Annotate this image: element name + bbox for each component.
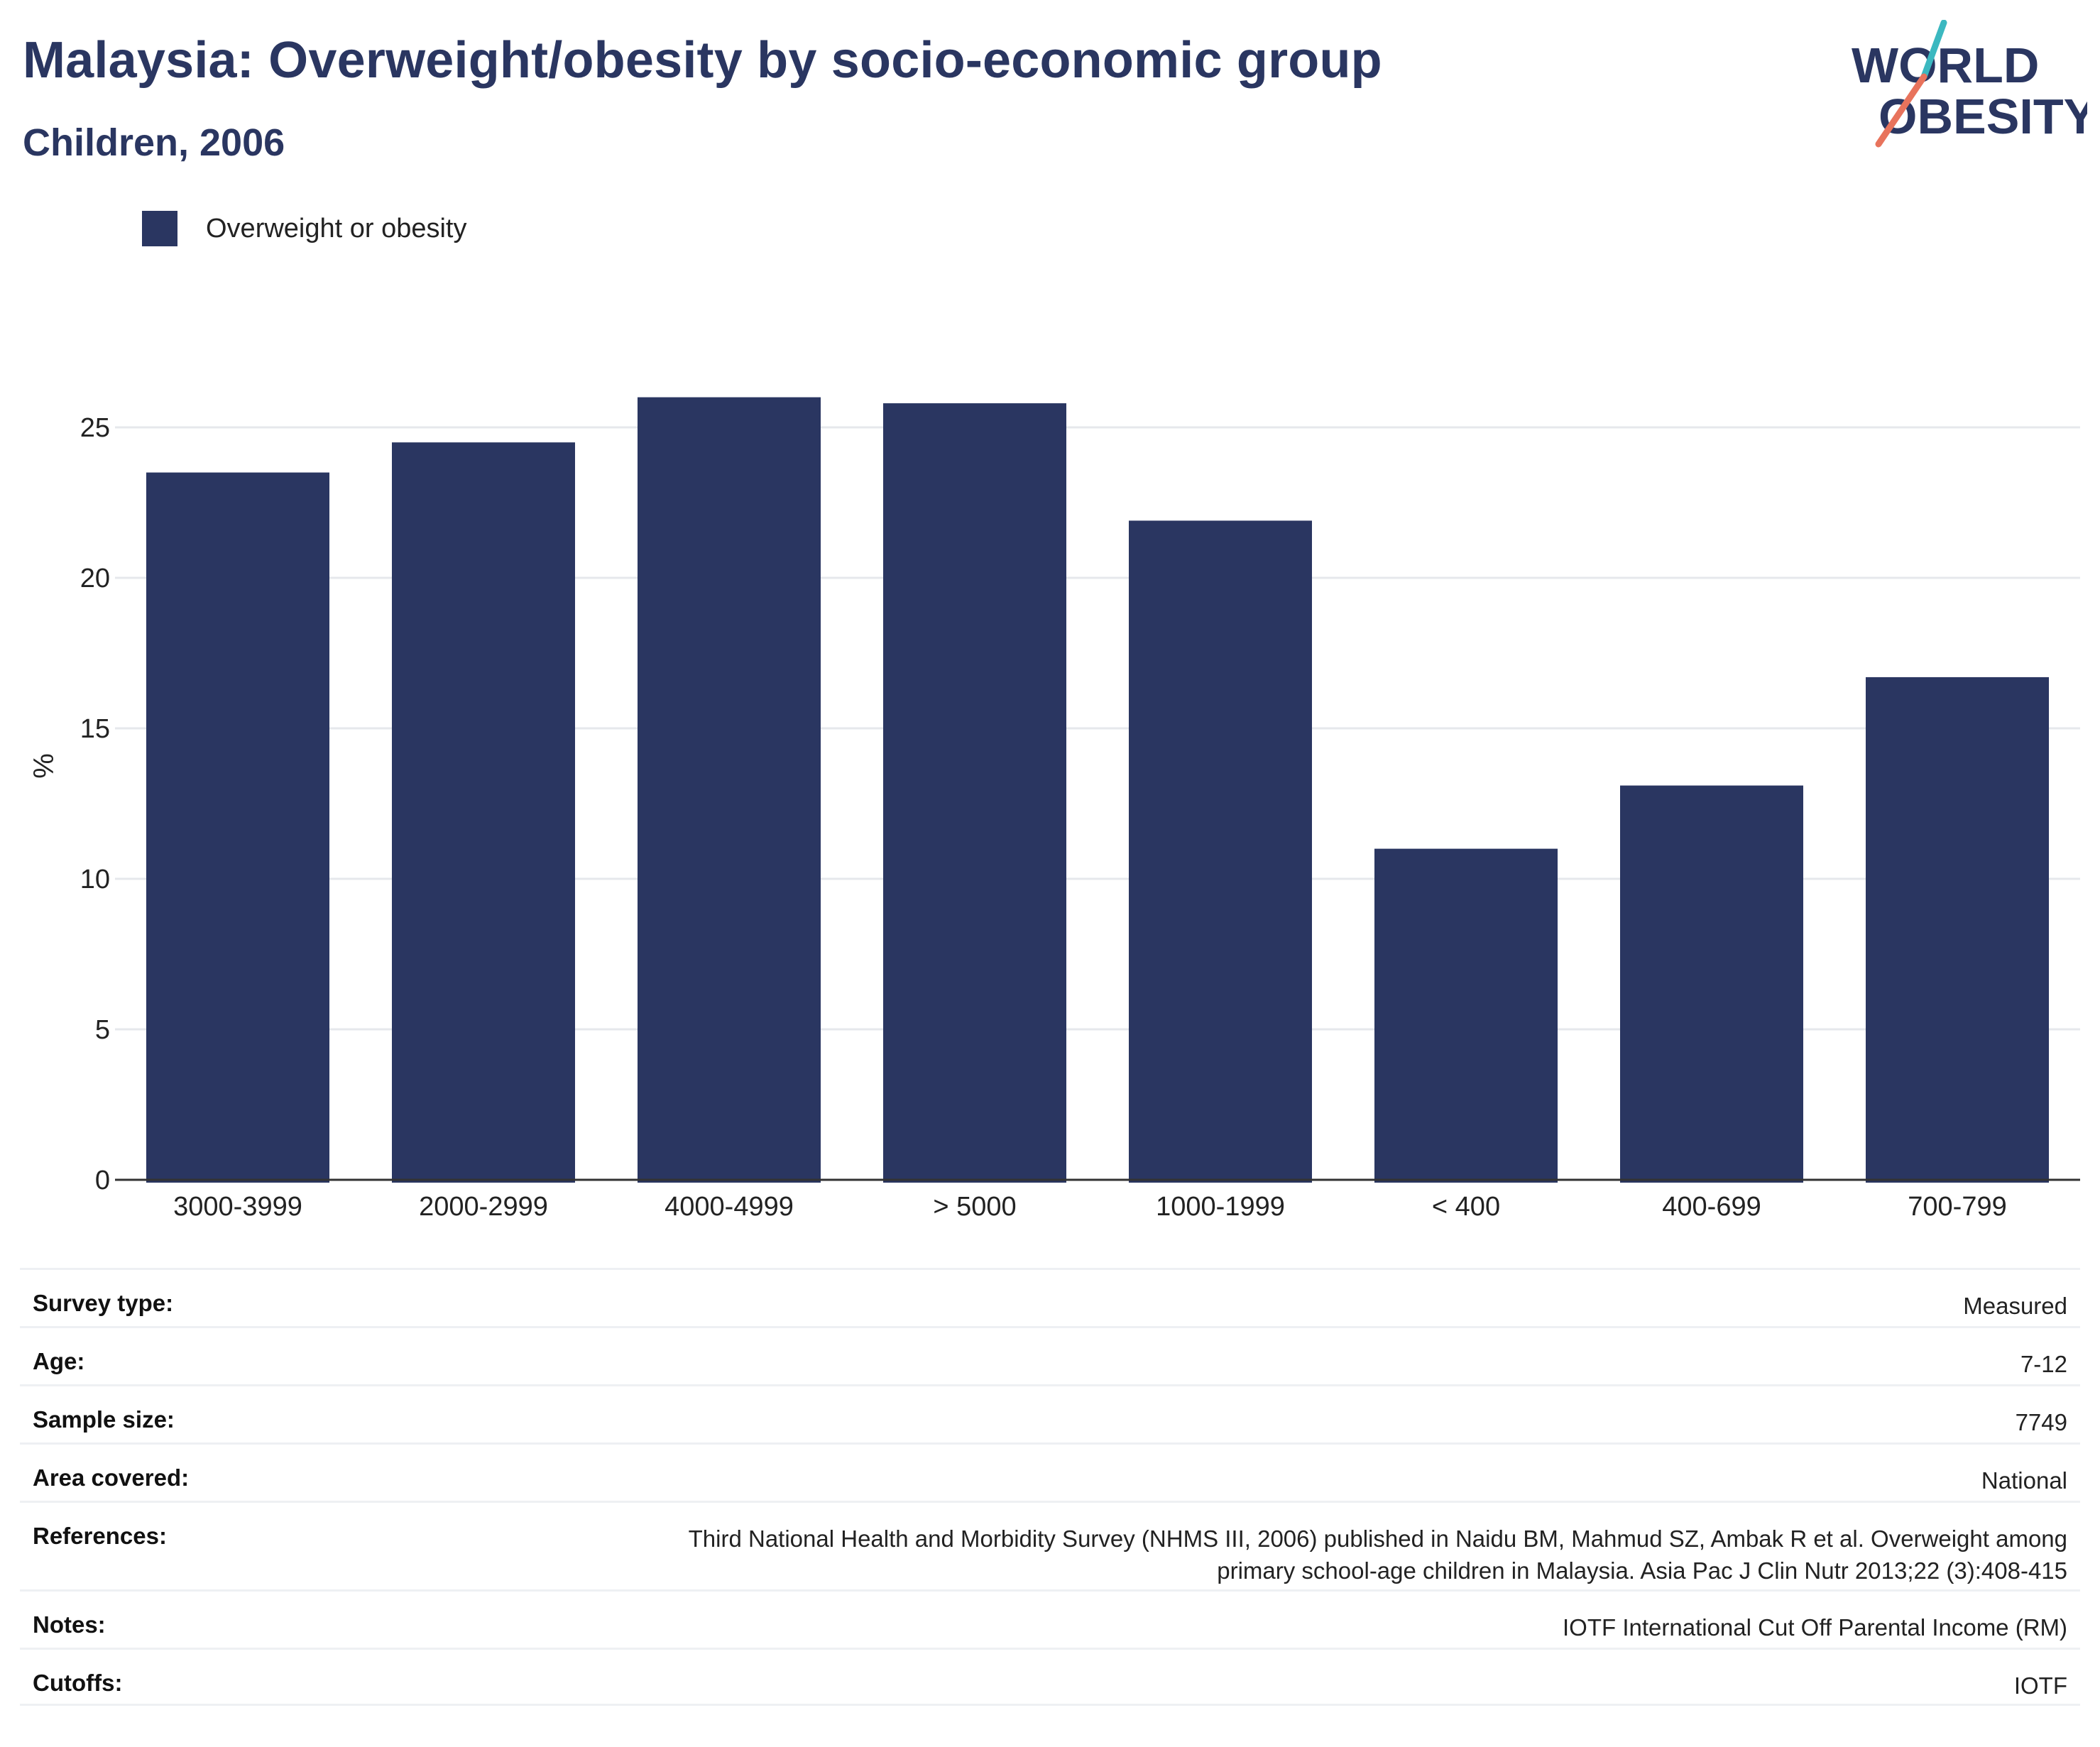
y-axis-title: %	[28, 753, 60, 779]
legend[interactable]: Overweight or obesity	[142, 211, 467, 246]
logo-slash-coral	[1875, 73, 1927, 148]
bar	[1620, 785, 1803, 1183]
bar	[146, 472, 329, 1183]
bar	[883, 403, 1066, 1183]
y-tick-label: 5	[95, 1015, 110, 1045]
info-label: Area covered:	[33, 1464, 190, 1491]
x-tick-label: 400-699	[1662, 1192, 1761, 1222]
world-obesity-logo: WORLD OBESITY	[1852, 20, 2087, 148]
info-label: Notes:	[33, 1611, 106, 1638]
info-row: Area covered: National	[20, 1442, 2080, 1501]
logo-slash-teal	[1920, 20, 1947, 80]
bar-chart: 0 5 10 15 20 25% 3000-3999 2000-2999 4000-4999 > …	[28, 397, 2080, 1222]
chart-subtitle: Children, 2006	[23, 121, 285, 164]
logo-text-world: WORLD	[1852, 38, 2039, 93]
legend-swatch	[142, 211, 177, 246]
y-tick-label: 0	[95, 1166, 110, 1195]
info-label: Age:	[33, 1348, 85, 1374]
chart-title: Malaysia: Overweight/obesity by socio-ec…	[23, 32, 1382, 89]
info-row: Survey type: Measured	[20, 1268, 2080, 1326]
info-value: 7-12	[2020, 1351, 2067, 1377]
info-value: Measured	[1963, 1293, 2067, 1319]
x-tick-label: < 400	[1432, 1192, 1500, 1222]
bar	[1374, 848, 1558, 1183]
bar	[1866, 677, 2049, 1183]
x-tick-label: 1000-1999	[1156, 1192, 1285, 1222]
y-tick-label: 15	[80, 714, 110, 744]
info-label: References:	[33, 1523, 167, 1549]
info-value: 7749	[2015, 1409, 2067, 1435]
bar	[392, 442, 575, 1183]
legend-label: Overweight or obesity	[206, 213, 467, 243]
info-row: Cutoffs: IOTF	[20, 1648, 2080, 1706]
info-label: Survey type:	[33, 1290, 174, 1316]
bar	[1129, 520, 1312, 1183]
x-tick-label: 2000-2999	[419, 1192, 548, 1222]
y-tick-label: 20	[80, 564, 110, 593]
info-label: Sample size:	[33, 1406, 175, 1433]
x-tick-label: 700-799	[1908, 1192, 2006, 1222]
info-row: Age: 7-12	[20, 1326, 2080, 1384]
info-row: References: Third National Health and Mor…	[20, 1501, 2080, 1589]
info-row: Notes: IOTF International Cut Off Parenta…	[20, 1589, 2080, 1648]
info-value: IOTF International Cut Off Parental Inco…	[1563, 1614, 2067, 1641]
x-tick-label: 3000-3999	[173, 1192, 302, 1222]
info-value: IOTF	[2013, 1672, 2067, 1699]
x-tick-label: 4000-4999	[665, 1192, 794, 1222]
info-row: Sample size: 7749	[20, 1384, 2080, 1442]
x-tick-label: > 5000	[933, 1192, 1016, 1222]
info-label: Cutoffs:	[33, 1670, 123, 1696]
y-tick-label: 10	[80, 865, 110, 894]
bar	[638, 397, 821, 1183]
info-value: Third National Health and Morbidity Surv…	[688, 1526, 2067, 1584]
info-table: Survey type: Measured Age: 7-12 Sample size:…	[20, 1268, 2080, 1706]
y-tick-label: 25	[80, 413, 110, 443]
info-value: National	[1981, 1467, 2067, 1494]
